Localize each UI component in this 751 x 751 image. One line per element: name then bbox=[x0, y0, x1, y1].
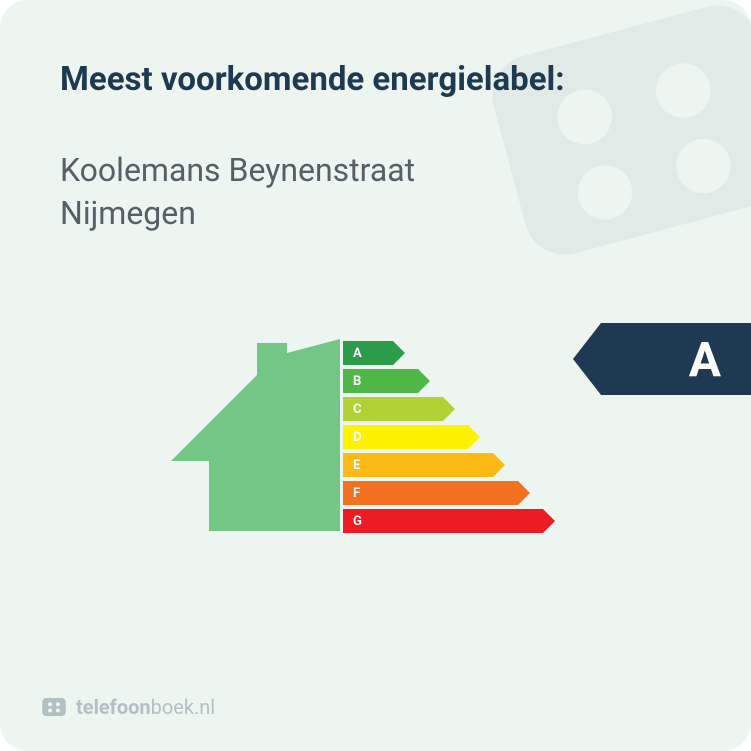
subtitle-line-2: Nijmegen bbox=[60, 194, 196, 232]
result-badge: A bbox=[573, 323, 751, 395]
energy-bar-g: G bbox=[343, 507, 555, 535]
energy-bar-e: E bbox=[343, 451, 555, 479]
footer-logo-icon bbox=[40, 693, 68, 721]
card: Meest voorkomende energielabel: Kooleman… bbox=[0, 0, 751, 751]
bar-letter-c: C bbox=[343, 402, 362, 417]
footer: telefoonboek.nl bbox=[40, 693, 215, 721]
energy-chart: A B C D E bbox=[0, 305, 751, 565]
bar-letter-a: A bbox=[343, 346, 362, 361]
bar-letter-b: B bbox=[343, 374, 361, 389]
footer-bold: telefoon bbox=[76, 695, 151, 719]
result-letter: A bbox=[689, 331, 721, 388]
energy-bars: A B C D E bbox=[343, 339, 555, 535]
bar-letter-e: E bbox=[343, 458, 360, 473]
energy-bar-c: C bbox=[343, 395, 555, 423]
energy-bar-b: B bbox=[343, 367, 555, 395]
bar-letter-g: G bbox=[343, 514, 362, 529]
bar-letter-d: D bbox=[343, 430, 361, 445]
energy-bar-a: A bbox=[343, 339, 555, 367]
footer-text: telefoonboek.nl bbox=[76, 695, 215, 719]
watermark-icon bbox=[433, 0, 751, 338]
subtitle-line-1: Koolemans Beynenstraat bbox=[60, 151, 415, 189]
energy-bar-f: F bbox=[343, 479, 555, 507]
footer-light: boek.nl bbox=[151, 695, 216, 719]
bar-letter-f: F bbox=[343, 486, 360, 501]
energy-bar-d: D bbox=[343, 423, 555, 451]
house-icon bbox=[165, 335, 345, 535]
